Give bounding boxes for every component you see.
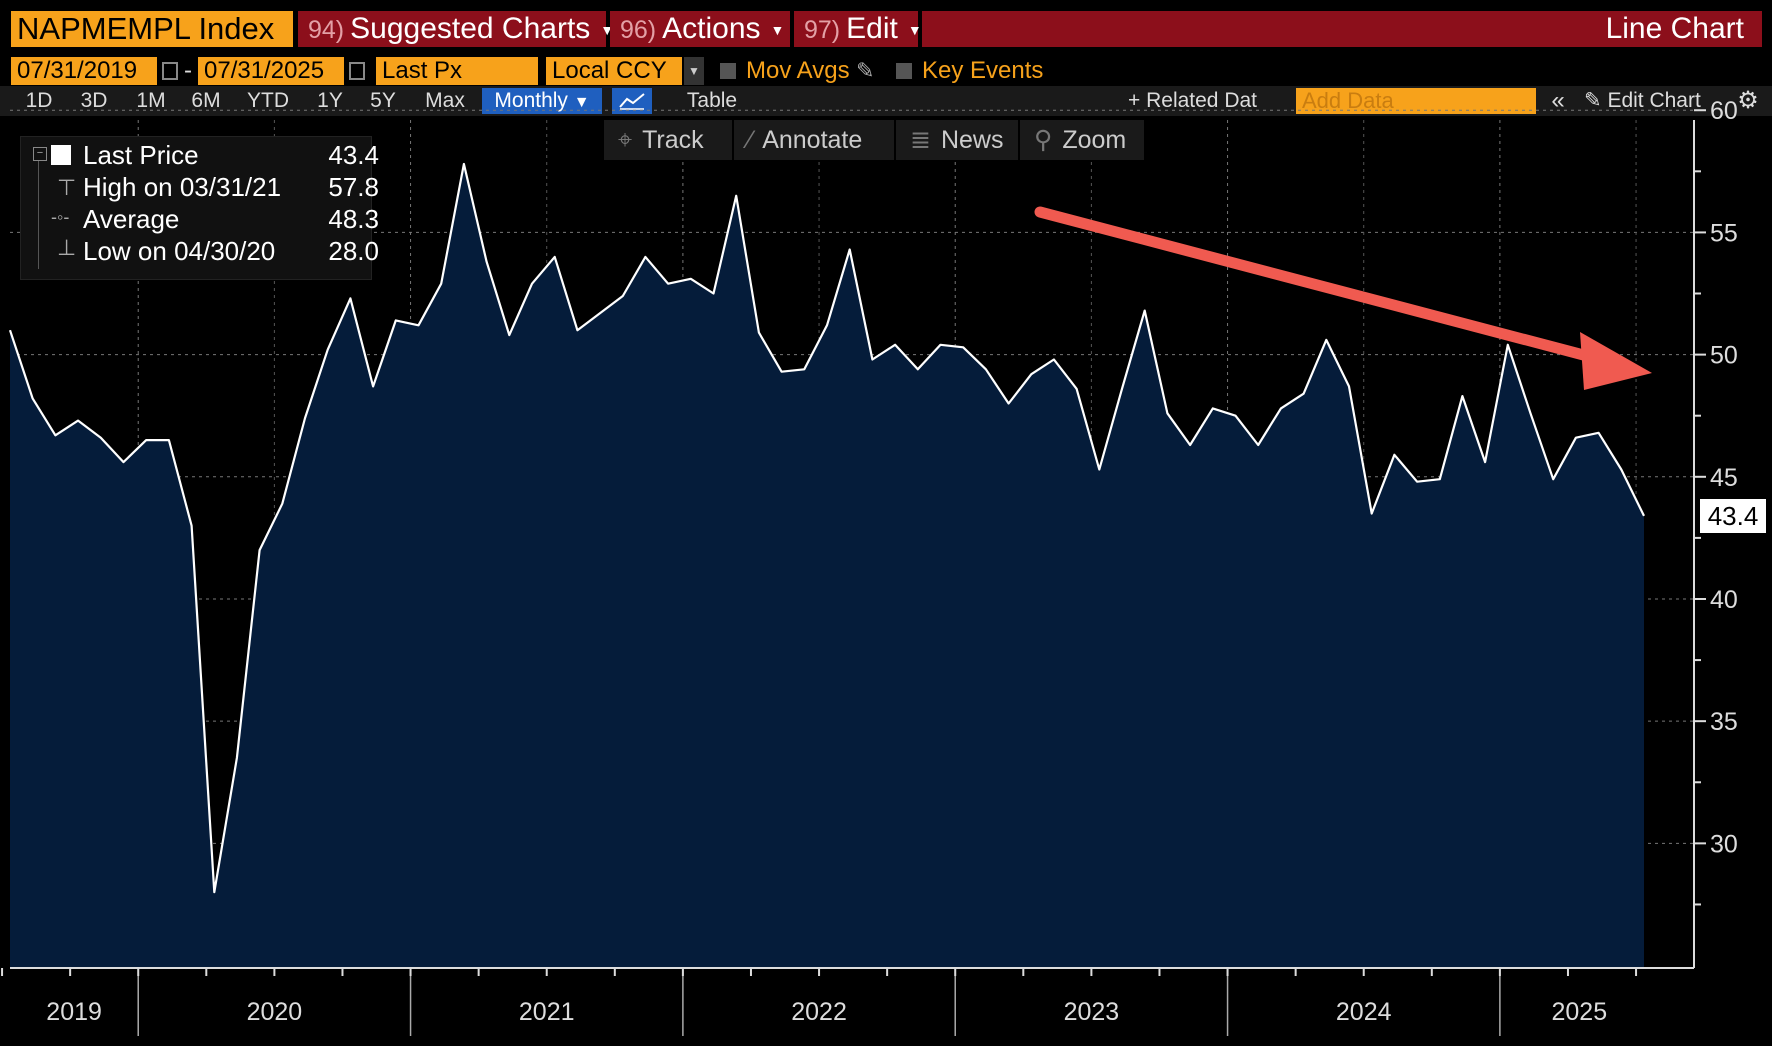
calendar-icon[interactable] [162,62,178,80]
zoom-button[interactable]: ⚲ Zoom [1020,120,1144,160]
magnifier-icon: ⚲ [1034,126,1053,154]
legend-last-value: 43.4 [328,140,379,170]
x-tick-label: 2022 [791,998,847,1026]
y-tick-label: 35 [1710,708,1738,736]
mov-avgs-checkbox[interactable] [720,63,736,79]
x-tick-label: 2025 [1552,998,1608,1026]
x-tick-label: 2024 [1336,998,1392,1026]
field-select[interactable]: Last Px [376,57,538,85]
menu-number: 97) [804,16,841,44]
legend-average-value: 48.3 [328,204,379,234]
legend-average-label: Average [83,204,180,234]
average-marker-icon: -◦- [51,207,70,227]
legend-low: Low on 04/30/20 28.0 [83,235,379,267]
y-tick-label: 40 [1710,586,1738,614]
suggested-charts-menu[interactable]: 94) Suggested Charts ▼ [298,11,614,47]
pencil-icon: ✎ [1584,89,1608,112]
trend-arrow [1034,206,1652,390]
period-1y[interactable]: 1Y [317,89,343,112]
period-6m[interactable]: 6M [191,89,221,112]
y-axis: 30 35 40 45 50 55 60 [1693,97,1738,968]
legend-last: Last Price 43.4 [83,139,379,171]
add-data-input[interactable]: Add Data [1296,88,1536,114]
x-tick-label: 2020 [247,998,303,1026]
zoom-label: Zoom [1062,126,1127,154]
edit-chart-label: Edit Chart [1607,89,1701,112]
chevron-down-icon[interactable]: ▼ [684,57,704,85]
currency-select[interactable]: Local CCY [546,57,682,85]
legend-low-value: 28.0 [328,236,379,266]
track-label: Track [642,126,704,154]
x-axis: 2019 2020 2021 2022 2023 2024 2025 [1,967,1694,1036]
news-icon: ≣ [910,126,931,154]
related-data-button[interactable]: + Related Dat [1128,89,1257,112]
last-price-tag: 43.4 [1700,498,1766,533]
legend-last-label: Last Price [83,140,199,170]
edit-menu[interactable]: 97) Edit ▼ [794,11,922,47]
legend-low-label: Low on 04/30/20 [83,236,276,266]
tree-line [38,161,39,269]
frequency-label: Monthly [494,89,568,112]
x-tick-label: 2023 [1064,998,1120,1026]
price-line [8,162,1645,894]
end-date-field[interactable]: 07/31/2025 [198,57,344,85]
ticker-field[interactable]: NAPMEMPL Index [11,11,293,47]
menu-number: 94) [308,16,345,44]
legend-high-value: 57.8 [328,172,379,202]
collapse-toggle-icon[interactable]: − [33,147,47,161]
key-events-checkbox[interactable] [896,63,912,79]
track-button[interactable]: ⌖ Track [604,120,732,160]
low-marker-icon: ⊥ [57,235,77,260]
table-tab[interactable]: Table [686,89,738,112]
gear-icon[interactable]: ⚙ [1737,87,1759,114]
collapse-icon[interactable]: « [1551,87,1565,114]
news-button[interactable]: ≣ News [896,120,1018,160]
y-tick-label: 45 [1710,464,1738,492]
chevron-down-icon: ▼ [907,22,922,39]
annotate-label: Annotate [762,126,863,154]
y-tick-label: 60 [1710,97,1738,125]
edit-chart-button[interactable]: ✎ Edit Chart [1584,88,1734,114]
chevron-down-icon: ▼ [770,22,785,39]
period-1m[interactable]: 1M [136,89,166,112]
frequency-select[interactable]: Monthly ▼ [482,88,602,114]
period-max[interactable]: Max [425,89,465,112]
annotate-button[interactable]: ⁄ Annotate [734,120,894,160]
date-separator: - [184,57,192,84]
x-tick-label: 2021 [519,998,575,1026]
pencil-icon[interactable]: ✎ [856,58,875,83]
legend-high: High on 03/31/21 57.8 [83,171,379,203]
mov-avgs-label[interactable]: Mov Avgs [746,57,850,84]
area-fill [10,164,1644,968]
menu-label: Actions [662,12,761,45]
calendar-icon[interactable] [349,62,365,80]
legend-high-label: High on 03/31/21 [83,172,282,202]
menu-label: Suggested Charts [350,12,591,45]
start-date-field[interactable]: 07/31/2019 [11,57,157,85]
period-ytd[interactable]: YTD [247,89,289,112]
line-chart-icon[interactable] [612,88,652,114]
key-events-label[interactable]: Key Events [922,57,1044,84]
crosshair-icon: ⌖ [618,126,633,154]
chart-type-title: Line Chart [922,11,1762,47]
series-swatch [51,145,71,165]
legend-panel: − Last Price 43.4 ⊤ High on 03/31/21 57.8 … [20,136,379,280]
y-tick-label: 50 [1710,342,1738,370]
period-5y[interactable]: 5Y [370,89,396,112]
x-tick-label: 2019 [46,998,102,1026]
menu-label: Edit [846,12,898,45]
high-marker-icon: ⊤ [57,175,77,200]
actions-menu[interactable]: 96) Actions ▼ [610,11,790,47]
period-3d[interactable]: 3D [80,89,108,112]
pen-icon: ⁄ [748,126,753,154]
news-label: News [940,126,1004,154]
y-tick-label: 30 [1710,830,1738,858]
chevron-down-icon: ▼ [573,94,590,111]
legend-average: Average 48.3 [83,203,379,235]
period-1d[interactable]: 1D [25,89,53,112]
y-tick-label: 55 [1710,219,1738,247]
menu-number: 96) [620,16,657,44]
